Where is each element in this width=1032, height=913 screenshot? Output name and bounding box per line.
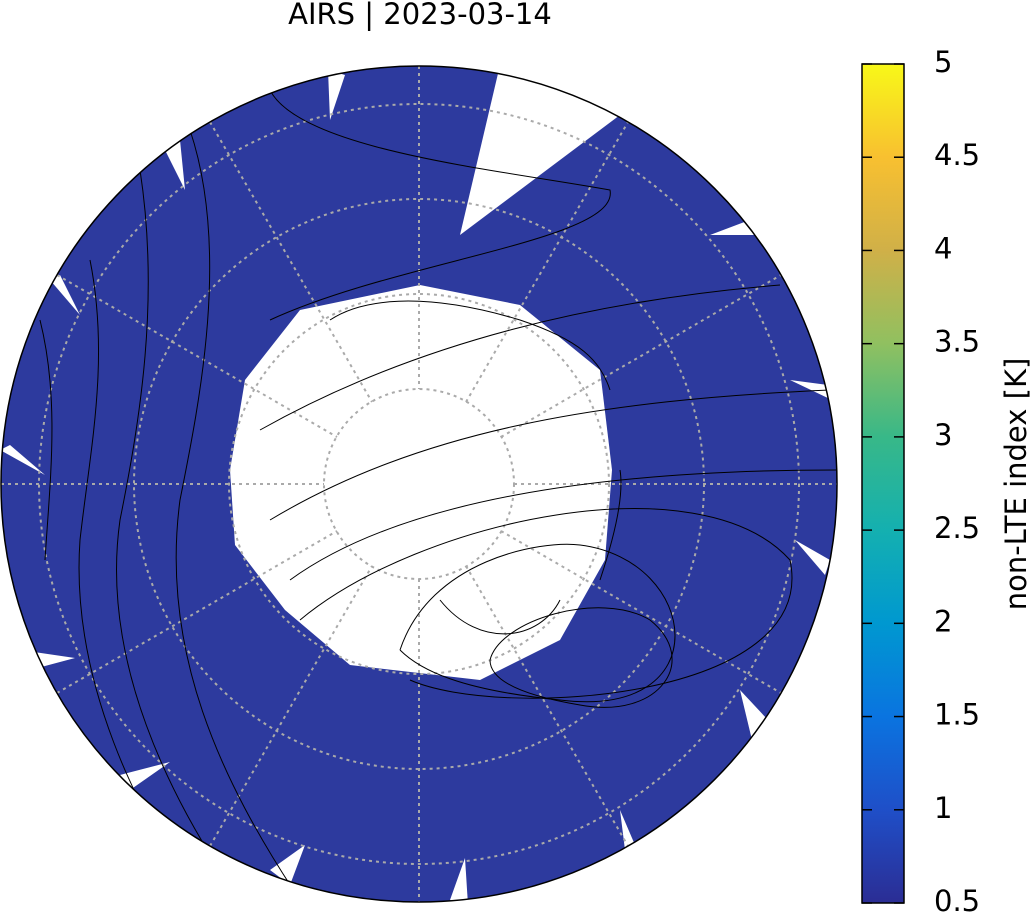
colorbar-label: non-LTE index [K] bbox=[999, 358, 1032, 611]
chart-title: AIRS | 2023-03-14 bbox=[288, 0, 552, 31]
colorbar-tick-label: 2.5 bbox=[934, 511, 980, 545]
colorbar-tick-label: 3.5 bbox=[934, 325, 980, 359]
colorbar-tick-label: 1.5 bbox=[934, 698, 980, 732]
map bbox=[1, 66, 837, 902]
colorbar-tick-label: 3 bbox=[934, 418, 952, 452]
orbit-gaps bbox=[1, 66, 832, 902]
coastline bbox=[329, 300, 622, 635]
colorbar-tick-label: 1 bbox=[934, 791, 952, 825]
colorbar-tick-label: 4.5 bbox=[934, 138, 980, 172]
contours bbox=[39, 89, 837, 901]
colorbar-tick-label: 4 bbox=[934, 231, 952, 265]
map-border bbox=[0, 65, 838, 903]
colorbar-tick-label: 0.5 bbox=[934, 884, 980, 913]
graticule bbox=[1, 66, 837, 902]
no-data-area bbox=[230, 285, 612, 680]
colorbar-tick-label: 2 bbox=[934, 604, 952, 638]
colorbar bbox=[861, 63, 905, 904]
colorbar-tick-label: 5 bbox=[934, 45, 952, 79]
